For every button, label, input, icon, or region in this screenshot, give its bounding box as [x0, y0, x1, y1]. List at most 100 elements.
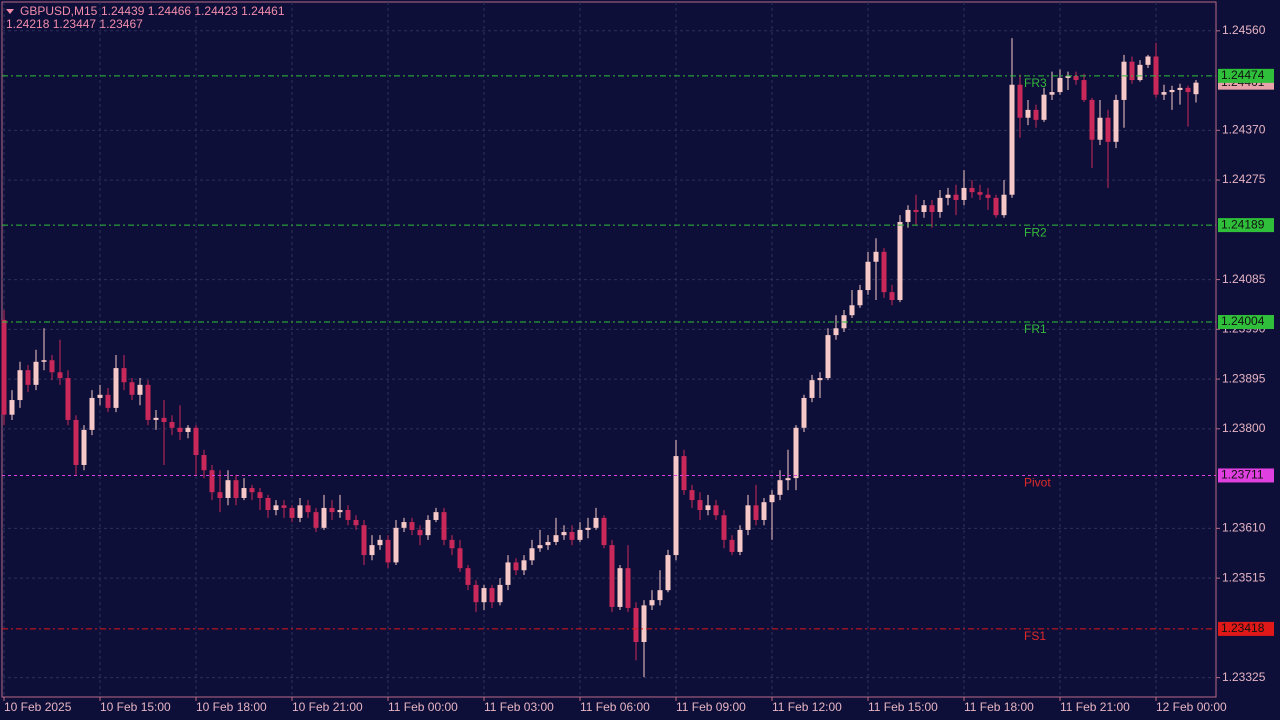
candle-body: [153, 417, 159, 420]
candle-body: [545, 541, 551, 546]
candle-body: [441, 512, 447, 540]
candle-body: [665, 555, 671, 591]
candle-body: [1057, 77, 1063, 93]
candle-body: [417, 529, 423, 536]
level-box: [1218, 621, 1274, 636]
candle-body: [873, 251, 879, 262]
candle-body: [817, 378, 823, 381]
x-tick-label: 10 Feb 18:00: [196, 700, 267, 714]
ohlc-readout: 1.24439 1.24466 1.24423 1.24461: [101, 4, 285, 18]
candle-body: [313, 512, 319, 528]
x-tick-label: 11 Feb 09:00: [676, 700, 746, 714]
y-tick-label: 1.24085: [1222, 272, 1266, 286]
candle-body: [913, 209, 919, 213]
candle-body: [505, 562, 511, 585]
candle-body: [745, 505, 751, 530]
candle-body: [385, 539, 391, 563]
candle-body: [297, 505, 303, 518]
candle-body: [105, 394, 111, 408]
candle-body: [1009, 84, 1015, 195]
candles: [1, 38, 1199, 678]
candle-body: [497, 584, 503, 603]
candle-body: [353, 519, 359, 526]
candle-body: [393, 527, 399, 563]
candle-body: [769, 494, 775, 503]
candle-body: [593, 517, 599, 528]
candle-body: [489, 588, 495, 603]
candle-body: [1193, 82, 1199, 95]
pivot-levels: FR3 FR2 FR1 Pivot FS1: [2, 75, 1216, 643]
candle-body: [969, 187, 975, 193]
level-value: 1.24189: [1221, 217, 1265, 231]
candle-body: [57, 372, 63, 379]
candle-body: [937, 197, 943, 213]
candle-body: [833, 328, 839, 336]
candle-body: [137, 384, 143, 395]
level-value: 1.23418: [1221, 621, 1265, 635]
candle-body: [641, 605, 647, 643]
candle-body: [409, 522, 415, 530]
candle-body: [113, 368, 119, 408]
candle-body: [185, 427, 191, 432]
candle-body: [1105, 117, 1111, 142]
x-tick-label: 11 Feb 06:00: [580, 700, 650, 714]
x-tick-label: 11 Feb 00:00: [388, 700, 458, 714]
level-name: FR2: [1024, 225, 1047, 239]
candle-body: [1033, 109, 1039, 120]
candle-body: [1025, 109, 1031, 118]
candle-body: [401, 522, 407, 528]
level-name: FR3: [1024, 76, 1047, 90]
candle-body: [249, 488, 255, 493]
candle-body: [953, 194, 959, 200]
candle-body: [681, 456, 687, 491]
y-tick-label: 1.24370: [1222, 122, 1266, 136]
candle-body: [633, 607, 639, 643]
candle-body: [265, 497, 271, 511]
candle-body: [369, 545, 375, 556]
candle-body: [321, 507, 327, 528]
level-value: 1.23711: [1221, 468, 1264, 482]
candle-body: [561, 532, 567, 536]
axes: 1.245601.243701.242751.240851.239901.238…: [3, 23, 1274, 714]
candle-body: [689, 490, 695, 501]
candle-body: [1129, 61, 1135, 81]
level-value: 1.24004: [1221, 314, 1265, 328]
candle-body: [945, 194, 951, 198]
candle-body: [1177, 87, 1183, 90]
candle-body: [217, 492, 223, 498]
candle-body: [233, 480, 239, 498]
x-tick-label: 11 Feb 18:00: [964, 700, 1034, 714]
candle-body: [129, 382, 135, 395]
candle-body: [737, 529, 743, 552]
candle-body: [257, 492, 263, 498]
candle-body: [345, 510, 351, 520]
candle-body: [849, 305, 855, 316]
candle-body: [1041, 94, 1047, 120]
candle-body: [449, 539, 455, 549]
indicator-readout: 1.24218 1.23447 1.23467: [6, 17, 143, 31]
candle-body: [569, 532, 575, 540]
y-tick-label: 1.23895: [1222, 371, 1266, 385]
candle-body: [801, 397, 807, 428]
level-box: [1218, 315, 1274, 330]
candle-body: [617, 568, 623, 607]
candle-body: [1113, 99, 1119, 142]
candle-body: [785, 478, 791, 481]
candle-body: [1017, 84, 1023, 118]
level-name: FS1: [1024, 629, 1046, 643]
candle-body: [473, 584, 479, 603]
candle-body: [305, 505, 311, 513]
candle-body: [577, 529, 583, 540]
candle-body: [89, 397, 95, 430]
candle-body: [73, 419, 79, 465]
x-tick-label: 10 Feb 2025: [4, 700, 72, 714]
chart-title: GBPUSD,M15: [20, 4, 98, 18]
collapse-icon[interactable]: [6, 9, 14, 14]
candle-body: [1, 319, 7, 415]
candle-body: [97, 394, 103, 398]
candle-body: [761, 502, 767, 520]
candle-body: [985, 194, 991, 198]
candle-body: [481, 588, 487, 603]
